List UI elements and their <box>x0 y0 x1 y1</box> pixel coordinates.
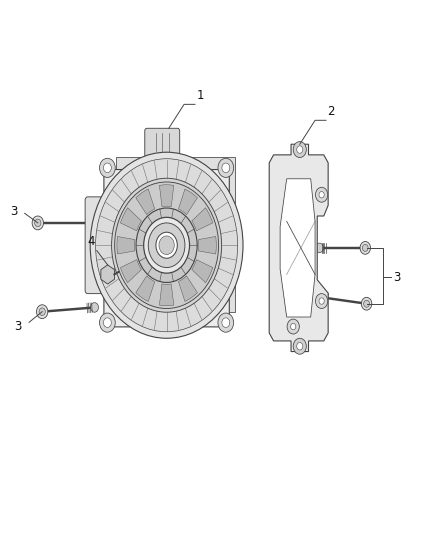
Polygon shape <box>192 260 213 282</box>
Circle shape <box>290 324 296 330</box>
Polygon shape <box>159 284 174 306</box>
Circle shape <box>148 223 185 268</box>
Circle shape <box>287 319 299 334</box>
Circle shape <box>35 219 41 227</box>
Circle shape <box>112 178 222 312</box>
Polygon shape <box>269 144 328 352</box>
Polygon shape <box>159 185 174 207</box>
Circle shape <box>95 159 238 332</box>
Circle shape <box>156 232 177 259</box>
Circle shape <box>318 293 325 302</box>
Circle shape <box>88 218 96 228</box>
Text: 1: 1 <box>196 88 204 102</box>
Circle shape <box>297 146 303 154</box>
Circle shape <box>319 298 324 304</box>
Circle shape <box>99 158 115 177</box>
Circle shape <box>103 318 111 327</box>
Polygon shape <box>192 208 213 231</box>
Text: 2: 2 <box>327 104 335 118</box>
Text: 3: 3 <box>10 205 17 218</box>
Circle shape <box>361 297 372 310</box>
Circle shape <box>90 152 243 338</box>
Polygon shape <box>116 157 235 312</box>
Circle shape <box>364 300 370 307</box>
Circle shape <box>360 241 371 254</box>
Text: 4: 4 <box>87 235 95 248</box>
Polygon shape <box>101 265 114 284</box>
FancyBboxPatch shape <box>145 128 180 158</box>
Circle shape <box>293 338 306 354</box>
Text: 3: 3 <box>393 271 400 284</box>
Circle shape <box>36 305 48 319</box>
Text: 3: 3 <box>14 320 21 333</box>
Polygon shape <box>178 189 198 215</box>
Polygon shape <box>136 189 155 215</box>
Circle shape <box>315 294 328 309</box>
Circle shape <box>222 163 230 173</box>
Circle shape <box>91 303 99 312</box>
Circle shape <box>144 217 190 273</box>
Circle shape <box>293 142 306 158</box>
Circle shape <box>222 318 230 327</box>
Circle shape <box>115 182 219 309</box>
FancyBboxPatch shape <box>85 197 112 294</box>
FancyBboxPatch shape <box>104 169 230 327</box>
Circle shape <box>315 243 323 253</box>
Circle shape <box>218 313 234 332</box>
Circle shape <box>218 158 234 177</box>
Circle shape <box>32 216 43 230</box>
Circle shape <box>159 236 174 255</box>
Circle shape <box>39 308 45 316</box>
Polygon shape <box>136 276 155 302</box>
Polygon shape <box>280 179 315 317</box>
Polygon shape <box>117 237 135 254</box>
Polygon shape <box>178 276 198 302</box>
Circle shape <box>315 187 328 202</box>
Polygon shape <box>198 237 216 254</box>
Circle shape <box>99 313 115 332</box>
Polygon shape <box>120 260 141 282</box>
Circle shape <box>103 163 111 173</box>
Polygon shape <box>120 208 141 231</box>
Circle shape <box>297 343 303 350</box>
Circle shape <box>362 245 368 252</box>
Circle shape <box>319 191 324 198</box>
Circle shape <box>136 208 197 282</box>
